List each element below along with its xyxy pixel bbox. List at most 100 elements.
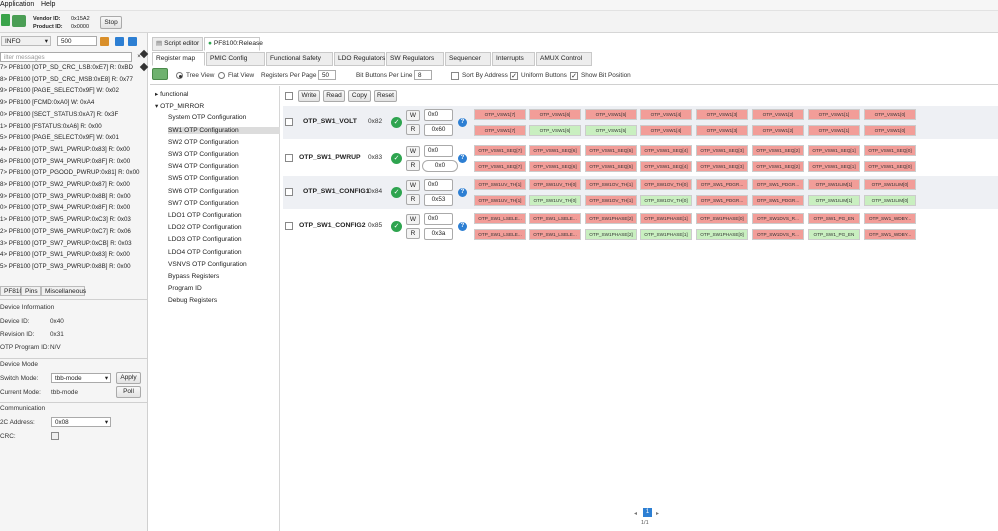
register-checkbox[interactable] <box>285 222 293 230</box>
menu-application[interactable]: Application <box>0 1 35 8</box>
tree-item[interactable]: LDO1 OTP Configuration <box>168 212 242 219</box>
write-bit-button[interactable]: OTP_VSW1_SEQ[4] <box>640 145 692 156</box>
switch-mode-select[interactable]: tbb-mode ▾ <box>51 373 111 383</box>
write-bit-button[interactable]: OTP_SW1UV_TH[0] <box>529 179 581 190</box>
subtab-register-map[interactable]: Register map <box>152 52 205 66</box>
write-register-button[interactable]: W <box>406 180 420 191</box>
crc-checkbox[interactable] <box>51 432 59 440</box>
show-bit-position-checkbox[interactable]: ✓ <box>570 72 578 80</box>
subtab-pmic-config[interactable]: PMIC Config <box>206 52 265 66</box>
clear-log-icon[interactable] <box>100 37 109 46</box>
tab-miscellaneous[interactable]: Miscellaneous <box>41 286 86 296</box>
read-register-button[interactable]: R <box>406 124 420 135</box>
read-register-button[interactable]: R <box>406 228 420 239</box>
write-bit-button[interactable]: OTP_VSW1_SEQ[6] <box>529 145 581 156</box>
write-bit-button[interactable]: OTP_SW1_LSELE... <box>529 213 581 224</box>
subtab-interrupts[interactable]: Interrupts <box>492 52 535 66</box>
next-page-icon[interactable]: ▸ <box>656 511 660 517</box>
tree-toggle-icon[interactable]: ▸ <box>155 91 161 98</box>
tree-item[interactable]: SW3 OTP Configuration <box>168 151 239 158</box>
write-bit-button[interactable]: OTP_VSW1[0] <box>864 109 916 120</box>
tree-item[interactable]: ▸ functional <box>155 90 188 98</box>
uniform-buttons-checkbox[interactable]: ✓ <box>510 72 518 80</box>
subtab-amux-control[interactable]: AMUX Control <box>536 52 592 66</box>
write-bit-button[interactable]: OTP_SW1OV_TH[0] <box>640 179 692 190</box>
registers-per-page-input[interactable]: 50 <box>318 70 336 80</box>
tree-item[interactable]: Debug Registers <box>168 297 217 304</box>
sort-by-address-checkbox[interactable] <box>451 72 459 80</box>
write-bit-button[interactable]: OTP_VSW1[1] <box>808 109 860 120</box>
write-bit-button[interactable]: OTP_SW1ILIM[0] <box>864 179 916 190</box>
write-bit-button[interactable]: OTP_VSW1_SEQ[3] <box>696 145 748 156</box>
subtab-functional-safety[interactable]: Functional Safety <box>266 52 333 66</box>
apply-button[interactable]: Apply <box>116 372 141 384</box>
write-bit-button[interactable]: OTP_SW1OV_TH[1] <box>585 179 637 190</box>
log-level-select[interactable]: INFO ▾ <box>1 36 51 46</box>
tree-item[interactable]: SW7 OTP Configuration <box>168 200 239 207</box>
write-bit-button[interactable]: OTP_VSW1[7] <box>474 109 526 120</box>
write-bit-button[interactable]: OTP_VSW1[5] <box>585 109 637 120</box>
page-button[interactable]: 1 <box>643 508 652 517</box>
help-icon[interactable]: ? <box>458 154 467 163</box>
copy-button[interactable]: Copy <box>348 90 371 102</box>
write-bit-button[interactable]: OTP_VSW1_SEQ[7] <box>474 145 526 156</box>
expand-toggle-icon[interactable] <box>152 68 168 80</box>
write-bit-button[interactable]: OTP_SW1_PG_EN <box>808 213 860 224</box>
write-bit-button[interactable]: OTP_SW1_PDGR... <box>752 179 804 190</box>
write-bit-button[interactable]: OTP_SW1PHASE[2] <box>585 213 637 224</box>
write-bit-button[interactable]: OTP_SW1PHASE[0] <box>696 213 748 224</box>
tree-item[interactable]: Bypass Registers <box>168 273 219 280</box>
read-button[interactable]: Read <box>323 90 345 102</box>
write-bit-button[interactable]: OTP_VSW1_SEQ[0] <box>864 145 916 156</box>
tree-toggle-icon[interactable]: ▾ <box>155 103 161 111</box>
tree-item[interactable]: ▾ OTP_MIRROR <box>155 102 204 110</box>
help-icon[interactable]: ? <box>458 222 467 231</box>
write-bit-button[interactable]: OTP_SW1_WDBY... <box>864 213 916 224</box>
bit-buttons-input[interactable]: 8 <box>414 70 432 80</box>
tree-item[interactable]: VSNVS OTP Configuration <box>168 261 247 268</box>
write-bit-button[interactable]: OTP_SW1ILIM[1] <box>808 179 860 190</box>
write-value-input[interactable]: 0x0 <box>424 213 453 225</box>
tree-item[interactable]: LDO3 OTP Configuration <box>168 236 242 243</box>
menu-help[interactable]: Help <box>41 1 56 8</box>
tree-item[interactable]: SW6 OTP Configuration <box>168 188 239 195</box>
tree-item[interactable]: LDO2 OTP Configuration <box>168 224 242 231</box>
write-bit-button[interactable]: OTP_SW1_LSELE... <box>474 213 526 224</box>
write-bit-button[interactable]: OTP_VSW1[6] <box>529 109 581 120</box>
tree-item[interactable]: System OTP Configuration <box>168 114 246 121</box>
write-button[interactable]: Write <box>298 90 320 102</box>
write-bit-button[interactable]: OTP_VSW1[4] <box>640 109 692 120</box>
tab-pins[interactable]: Pins <box>21 286 41 296</box>
subtab-sequencer[interactable]: Sequencer <box>445 52 491 66</box>
help-icon[interactable]: ? <box>458 118 467 127</box>
tree-item[interactable]: SW5 OTP Configuration <box>168 175 239 182</box>
help-icon[interactable]: ? <box>458 188 467 197</box>
write-bit-button[interactable]: OTP_VSW1_SEQ[1] <box>808 145 860 156</box>
log-count-input[interactable]: 500 <box>57 36 97 46</box>
poll-button[interactable]: Poll <box>116 386 141 398</box>
tab-script-editor[interactable]: ▤ Script editor <box>152 37 203 51</box>
read-register-button[interactable]: R <box>406 194 420 205</box>
pause-log-icon[interactable] <box>115 37 124 46</box>
write-bit-button[interactable]: OTP_VSW1_SEQ[5] <box>585 145 637 156</box>
save-log-icon[interactable] <box>128 37 137 46</box>
register-checkbox[interactable] <box>285 154 293 162</box>
write-register-button[interactable]: W <box>406 146 420 157</box>
write-bit-button[interactable]: OTP_VSW1[3] <box>696 109 748 120</box>
reset-button[interactable]: Reset <box>374 90 397 102</box>
i2c-address-select[interactable]: 0x08 ▾ <box>51 417 111 427</box>
flat-view-radio[interactable] <box>218 72 225 79</box>
prev-page-icon[interactable]: ◂ <box>634 511 638 517</box>
register-checkbox[interactable] <box>285 188 293 196</box>
tree-item[interactable]: Program ID <box>168 285 202 292</box>
tab-pf8100[interactable]: PF8100 <box>0 286 27 296</box>
tree-item[interactable]: LDO4 OTP Configuration <box>168 249 242 256</box>
write-bit-button[interactable]: OTP_SW1UV_TH[1] <box>474 179 526 190</box>
register-checkbox[interactable] <box>285 118 293 126</box>
tree-item[interactable]: SW2 OTP Configuration <box>168 139 239 146</box>
write-bit-button[interactable]: OTP_VSW1_SEQ[2] <box>752 145 804 156</box>
filter-clear-icon[interactable]: × <box>137 54 141 60</box>
tab-pf8100-release[interactable]: ● PF8100:Release <box>204 37 263 51</box>
subtab-sw-regulators[interactable]: SW Regulators <box>386 52 444 66</box>
tree-item[interactable]: SW1 OTP Configuration <box>168 126 280 134</box>
